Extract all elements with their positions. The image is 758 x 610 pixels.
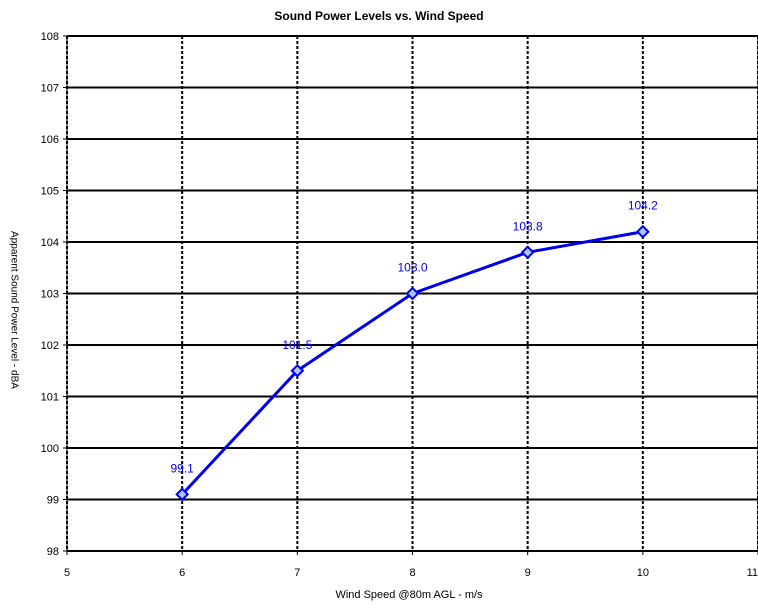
x-tick-label: 6	[179, 567, 185, 579]
x-tick-label: 8	[409, 567, 415, 579]
data-label: 103.0	[397, 261, 427, 275]
x-tick-label: 5	[64, 567, 70, 579]
x-tick-label: 11	[747, 567, 758, 579]
series	[175, 224, 650, 502]
y-tick-label: 100	[41, 443, 59, 455]
y-tick-label: 107	[41, 83, 59, 95]
data-label: 103.8	[513, 219, 543, 233]
y-tick-label: 106	[41, 134, 59, 146]
data-point	[175, 487, 190, 502]
x-axis-label: Wind Speed @80m AGL - m/s	[335, 589, 483, 601]
data-label: 99.1	[170, 461, 194, 475]
chart-title: Sound Power Levels vs. Wind Speed	[274, 9, 484, 23]
x-tick-label: 10	[637, 567, 649, 579]
data-point	[520, 245, 535, 260]
y-tick-label: 103	[41, 289, 59, 301]
y-tick-label: 105	[41, 186, 59, 198]
y-tick-label: 98	[47, 546, 59, 558]
data-label: 104.2	[628, 199, 658, 213]
tick-labels: 98 99 100 101 102 103 104 105 106 107 108 5 6 7 8 9 10 11	[41, 31, 758, 579]
data-point	[405, 286, 420, 301]
x-tick-label: 7	[294, 567, 300, 579]
y-tick-label: 99	[47, 495, 59, 507]
y-tick-label: 108	[41, 31, 59, 43]
y-axis-label: Apparent Sound Power Level - dBA	[8, 231, 20, 389]
y-tick-label: 101	[41, 392, 59, 404]
data-point	[290, 363, 305, 378]
y-tick-label: 104	[41, 237, 59, 249]
data-label: 101.5	[282, 338, 312, 352]
data-point	[635, 224, 650, 239]
y-tick-label: 102	[41, 340, 59, 352]
data-labels: 99.1 101.5 103.0 103.8 104.2	[170, 199, 658, 476]
x-tick-label: 9	[525, 567, 531, 579]
